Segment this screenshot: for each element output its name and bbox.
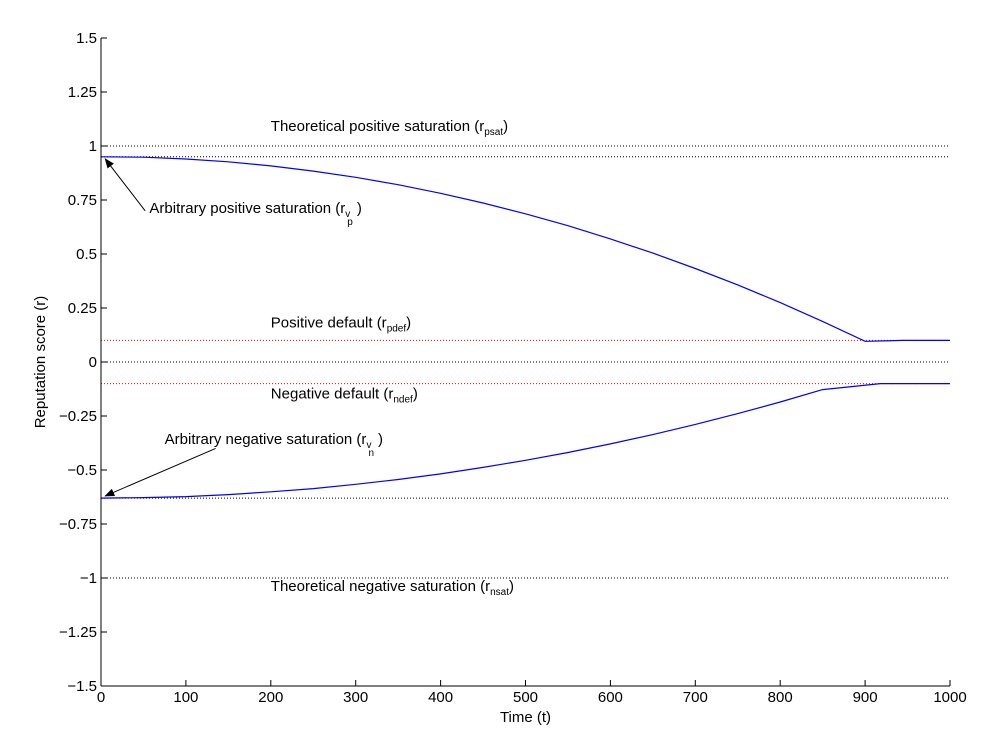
x-tick-label: 100	[173, 689, 198, 706]
x-tick-label: 900	[853, 689, 878, 706]
y-tick-label: −0.25	[59, 408, 97, 425]
annotation-label: Theoretical negative saturation (rnsat)	[271, 578, 514, 598]
x-tick-label: 1000	[933, 689, 966, 706]
annotation-arrow	[104, 158, 146, 212]
annotation-label: Theoretical positive saturation (rpsat)	[271, 118, 508, 138]
series-line	[100, 156, 950, 342]
x-tick-label: 400	[428, 689, 453, 706]
y-tick-label: 0.75	[68, 192, 97, 209]
x-tick-label: 700	[683, 689, 708, 706]
x-tick-label: 300	[343, 689, 368, 706]
annotation-arrow	[104, 447, 216, 497]
axes: 0 100 200 300 400 500 600 700 800 900 1000 1.5 1.25 1…	[59, 30, 967, 706]
y-tick-label: 1	[89, 138, 97, 155]
y-tick-label: −1.25	[59, 624, 97, 641]
annotation-label: Arbitrary positive saturation (rv p)	[149, 200, 361, 228]
y-axis-label: Reputation score (r)	[32, 296, 49, 429]
y-tick-label: −1.5	[67, 678, 97, 695]
annotation-label: Negative default (rndef)	[271, 386, 418, 406]
x-tick-label: 200	[258, 689, 283, 706]
series-layer	[100, 156, 950, 499]
series-line	[100, 383, 950, 499]
x-tick-label: 600	[598, 689, 623, 706]
x-axis-label: Time (t)	[500, 709, 551, 726]
annotations: Theoretical positive saturation (rpsat) A…	[104, 118, 514, 598]
x-tick-label: 0	[97, 689, 105, 706]
y-tick-label: 1.25	[68, 84, 97, 101]
y-tick-label: 0.5	[76, 246, 97, 263]
y-tick-label: 1.5	[76, 30, 97, 47]
x-tick-label: 500	[513, 689, 538, 706]
reference-lines	[101, 145, 950, 579]
y-tick-label: 0.25	[68, 300, 97, 317]
annotation-label: Positive default (rpdef)	[271, 314, 411, 334]
y-tick-label: −0.5	[67, 462, 97, 479]
x-tick-label: 800	[768, 689, 793, 706]
annotation-label: Arbitrary negative saturation (rv n)	[165, 431, 383, 459]
y-tick-label: 0	[89, 354, 97, 371]
y-tick-label: −1	[80, 570, 97, 587]
y-tick-label: −0.75	[59, 516, 97, 533]
